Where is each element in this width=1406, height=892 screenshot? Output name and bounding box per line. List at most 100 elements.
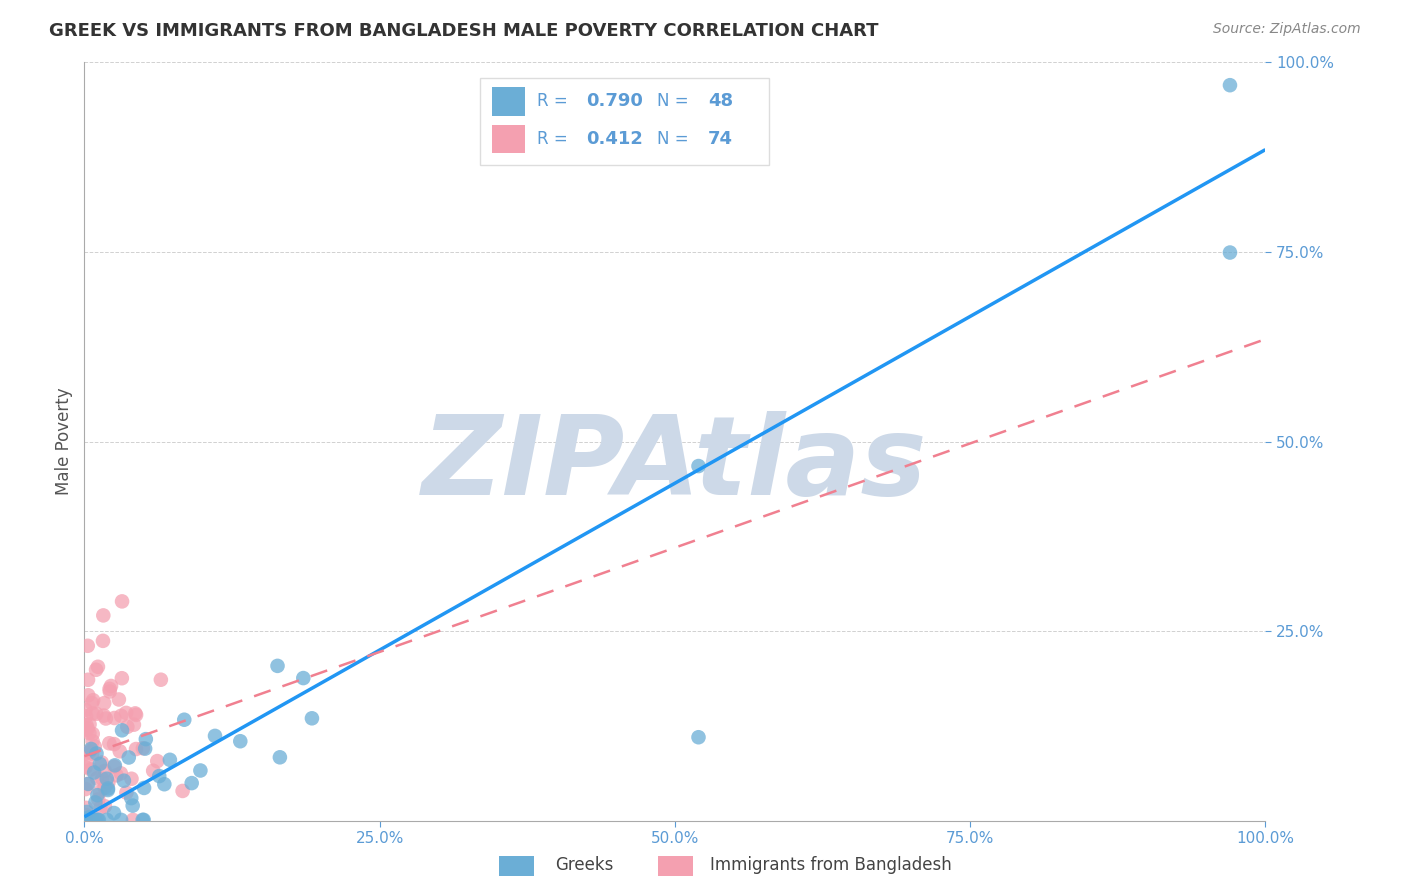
Point (125, 742, 148, 756)
Point (93, 780, 115, 795)
Point (100, 679, 122, 693)
Point (98, 684, 121, 698)
Point (122, 813, 145, 827)
Point (76, 722, 98, 736)
Point (97, 783, 120, 797)
Point (110, 813, 132, 827)
Point (180, 776, 202, 790)
Point (111, 723, 134, 738)
Point (87, 659, 110, 673)
Text: ZIPAtlas: ZIPAtlas (422, 411, 928, 517)
Point (82, 693, 104, 707)
Point (108, 692, 131, 706)
Point (77, 813, 100, 827)
Point (105, 768, 128, 782)
Point (82, 813, 104, 827)
Point (82, 747, 104, 761)
Point (148, 769, 170, 783)
Text: GREEK VS IMMIGRANTS FROM BANGLADESH MALE POVERTY CORRELATION CHART: GREEK VS IMMIGRANTS FROM BANGLADESH MALE… (49, 22, 879, 40)
Point (111, 594, 134, 608)
Point (79, 745, 101, 759)
Point (103, 711, 125, 725)
Point (111, 671, 134, 685)
Point (103, 805, 125, 820)
Point (120, 791, 142, 805)
Point (83, 765, 105, 780)
Point (79, 717, 101, 731)
Point (84, 796, 107, 810)
Point (112, 773, 135, 788)
Point (75, 813, 97, 827)
Point (103, 759, 125, 773)
Point (108, 744, 131, 758)
Point (82, 706, 104, 721)
Point (142, 764, 165, 778)
Point (110, 766, 132, 780)
Text: 74: 74 (709, 130, 733, 148)
Text: N =: N = (657, 92, 689, 110)
Point (266, 658, 288, 673)
Point (1219, 245, 1241, 260)
Point (98, 736, 121, 750)
Point (121, 772, 143, 786)
Point (84, 663, 107, 677)
Point (75, 808, 97, 822)
Point (173, 713, 195, 727)
Point (91, 633, 114, 648)
Point (87, 792, 110, 806)
Point (134, 741, 156, 756)
Point (269, 750, 291, 764)
Point (75, 760, 97, 774)
Point (132, 813, 155, 827)
Point (121, 798, 143, 813)
Text: Immigrants from Bangladesh: Immigrants from Bangladesh (710, 856, 952, 874)
Point (125, 707, 148, 722)
Point (190, 764, 212, 778)
Point (98, 681, 121, 696)
Text: N =: N = (657, 130, 689, 148)
Point (82, 727, 104, 741)
Point (91, 772, 114, 786)
Point (86, 772, 108, 786)
Point (75, 746, 97, 760)
Point (76, 639, 98, 653)
Point (292, 671, 315, 685)
Point (96, 813, 118, 827)
Text: 0.412: 0.412 (586, 130, 643, 148)
Point (76, 777, 98, 791)
Point (75, 718, 97, 732)
Point (96, 772, 118, 786)
Point (93, 696, 115, 710)
Point (91, 608, 114, 623)
FancyBboxPatch shape (492, 125, 524, 153)
Point (77, 810, 100, 824)
Point (97, 776, 120, 790)
Point (135, 732, 157, 747)
Point (132, 741, 155, 756)
Point (94, 799, 117, 814)
Point (149, 673, 172, 687)
Point (132, 780, 155, 795)
Point (75, 703, 97, 717)
Text: Greeks: Greeks (555, 856, 614, 874)
Point (80, 742, 103, 756)
Point (115, 786, 138, 800)
Point (1219, 78, 1241, 92)
Text: R =: R = (537, 92, 568, 110)
Point (75, 709, 97, 723)
Text: R =: R = (537, 130, 568, 148)
Point (131, 813, 153, 827)
Point (75, 782, 97, 797)
Point (110, 708, 132, 723)
Point (75, 813, 97, 827)
Point (75, 755, 97, 769)
Point (84, 706, 107, 721)
Point (118, 750, 141, 764)
Point (75, 801, 97, 815)
Point (93, 708, 115, 723)
FancyBboxPatch shape (492, 87, 524, 116)
Point (86, 788, 108, 802)
Point (90, 756, 112, 770)
Point (89, 801, 111, 815)
Point (117, 720, 139, 734)
